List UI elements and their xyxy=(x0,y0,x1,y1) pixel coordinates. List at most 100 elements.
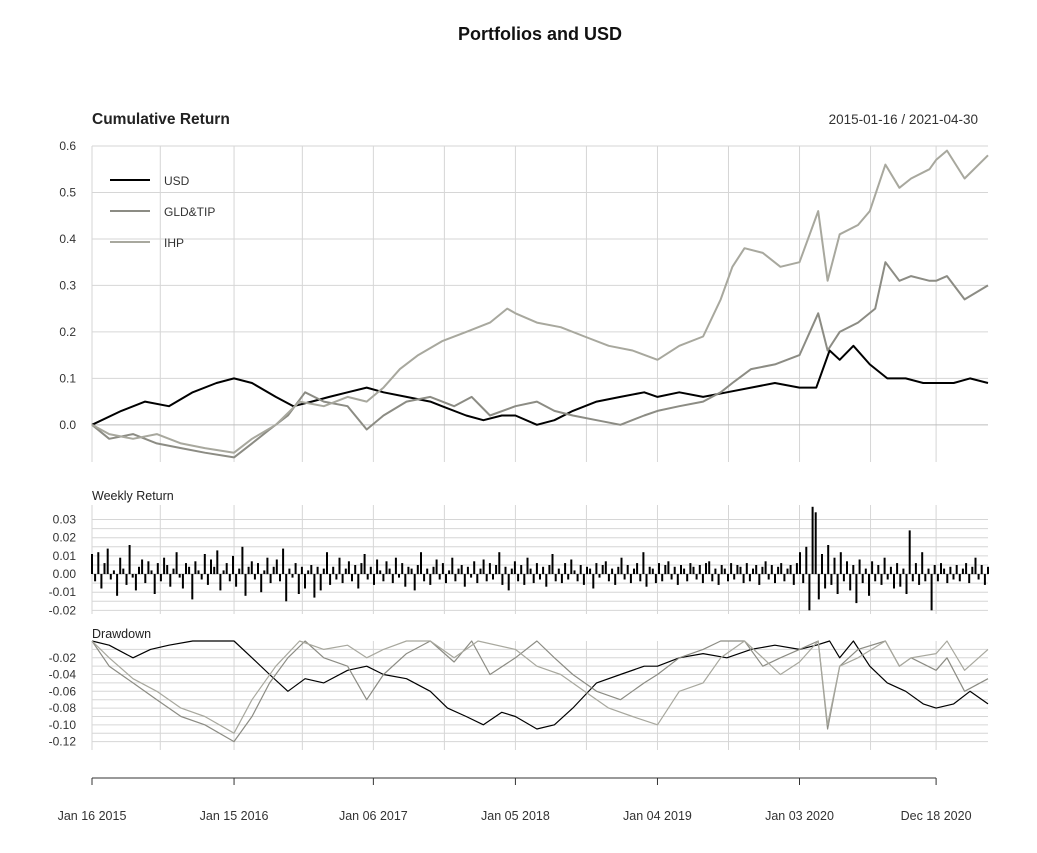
weekly-return-bar xyxy=(908,530,911,574)
weekly-return-bar xyxy=(288,568,291,574)
weekly-return-bar xyxy=(633,568,635,574)
y-tick-label-drawdown-5: -0.12 xyxy=(49,735,77,749)
weekly-return-bar xyxy=(416,565,419,575)
weekly-return-bar xyxy=(410,568,413,574)
weekly-return-bar xyxy=(589,568,592,574)
weekly-return-bar xyxy=(579,565,582,575)
weekly-return-bar xyxy=(786,568,789,574)
weekly-return-bar xyxy=(742,574,745,584)
weekly-return-bar xyxy=(676,574,679,585)
weekly-return-bar xyxy=(805,546,808,575)
weekly-return-bar xyxy=(720,565,723,575)
weekly-return-bar xyxy=(846,561,848,574)
weekly-return-bar xyxy=(504,566,507,575)
weekly-return-bar xyxy=(940,563,942,574)
grid-layer xyxy=(91,145,988,750)
weekly-return-bar xyxy=(272,566,275,575)
weekly-return-bar xyxy=(833,557,836,575)
weekly-return-bar xyxy=(225,563,228,574)
weekly-return-bar xyxy=(470,574,473,578)
y-tick-label-drawdown-2: -0.06 xyxy=(49,684,77,698)
weekly-return-bar xyxy=(206,574,209,585)
weekly-return-bar xyxy=(150,570,153,574)
weekly-return-bar xyxy=(968,574,971,584)
weekly-return-bar xyxy=(141,559,144,574)
weekly-return-bar xyxy=(304,574,306,589)
x-tick-label-6: Dec 18 2020 xyxy=(901,809,972,823)
weekly-return-bar xyxy=(250,561,253,574)
weekly-return-bar xyxy=(413,574,416,591)
weekly-return-bar xyxy=(980,565,983,575)
weekly-return-bar xyxy=(573,570,576,574)
weekly-return-bar xyxy=(717,574,720,585)
weekly-return-bar xyxy=(319,574,322,591)
weekly-return-bar xyxy=(163,557,166,575)
weekly-return-bar xyxy=(241,546,244,575)
y-tick-label-drawdown-0: -0.02 xyxy=(49,651,77,665)
weekly-return-bar xyxy=(366,574,369,580)
weekly-return-bar xyxy=(586,566,588,575)
weekly-return-bar xyxy=(711,574,714,582)
weekly-return-bar xyxy=(686,574,689,582)
weekly-return-bar xyxy=(582,574,585,585)
weekly-return-bar xyxy=(739,566,742,575)
legend-label-ihp: IHP xyxy=(164,236,184,250)
weekly-return-bar xyxy=(755,565,758,575)
weekly-return-bar xyxy=(482,559,485,574)
weekly-return-bar xyxy=(611,568,614,574)
drawdown-line-ihp xyxy=(91,640,989,734)
weekly-return-bar xyxy=(936,574,939,582)
weekly-return-bar xyxy=(420,552,422,574)
weekly-return-bar xyxy=(263,570,266,574)
weekly-return-bar xyxy=(501,574,504,585)
weekly-return-bar xyxy=(623,574,626,580)
weekly-return-bar xyxy=(914,563,917,574)
weekly-return-bar xyxy=(219,574,222,591)
weekly-return-bar xyxy=(886,574,889,580)
weekly-return-bar xyxy=(216,550,219,574)
legend: USD GLD&TIP IHP xyxy=(110,174,215,250)
weekly-return-bar xyxy=(517,574,520,582)
y-tick-label-cumulative-5: 0.5 xyxy=(59,185,76,199)
weekly-return-bar xyxy=(670,574,673,580)
weekly-return-bar xyxy=(974,557,977,575)
date-range-label: 2015-01-16 / 2021-04-30 xyxy=(829,112,978,127)
y-tick-label-cumulative-6: 0.6 xyxy=(59,139,76,153)
weekly-return-bar xyxy=(169,574,172,587)
weekly-return-bar xyxy=(648,566,651,575)
weekly-return-bar xyxy=(197,570,200,574)
weekly-return-bar xyxy=(651,568,654,574)
weekly-return-bar xyxy=(466,566,469,575)
weekly-return-bar xyxy=(965,563,968,574)
drawdown-line-gld-tip xyxy=(91,640,989,743)
weekly-return-bar xyxy=(91,554,93,574)
weekly-return-bar xyxy=(369,566,372,575)
x-tick-label-3: Jan 05 2018 xyxy=(481,809,550,823)
weekly-return-bar xyxy=(977,574,980,580)
weekly-return-bar xyxy=(802,574,805,584)
weekly-return-bar xyxy=(134,574,137,591)
weekly-return-bar xyxy=(203,554,206,574)
weekly-return-bar xyxy=(354,565,357,575)
weekly-return-bar xyxy=(855,574,858,604)
chart-title: Portfolios and USD xyxy=(458,24,622,44)
weekly-return-bar xyxy=(153,574,156,594)
weekly-return-bar xyxy=(817,574,820,600)
weekly-return-bar xyxy=(112,570,115,574)
weekly-return-bar xyxy=(927,568,930,574)
x-tick-label-0: Jan 16 2015 xyxy=(58,809,127,823)
weekly-return-bar xyxy=(539,574,541,580)
weekly-return-bar xyxy=(297,574,300,594)
weekly-return-bar xyxy=(877,565,880,575)
y-tick-label-weekly-5: -0.02 xyxy=(49,603,77,617)
y-tick-label-weekly-4: -0.01 xyxy=(49,585,77,599)
weekly-return-bar xyxy=(924,574,927,582)
weekly-return-bar xyxy=(761,566,764,575)
weekly-return-bar xyxy=(949,566,952,575)
weekly-return-bar xyxy=(905,574,908,594)
y-tick-label-cumulative-1: 0.1 xyxy=(59,371,76,385)
weekly-return-bar xyxy=(498,552,501,574)
weekly-return-bar xyxy=(398,574,400,578)
weekly-return-bar xyxy=(103,563,106,574)
